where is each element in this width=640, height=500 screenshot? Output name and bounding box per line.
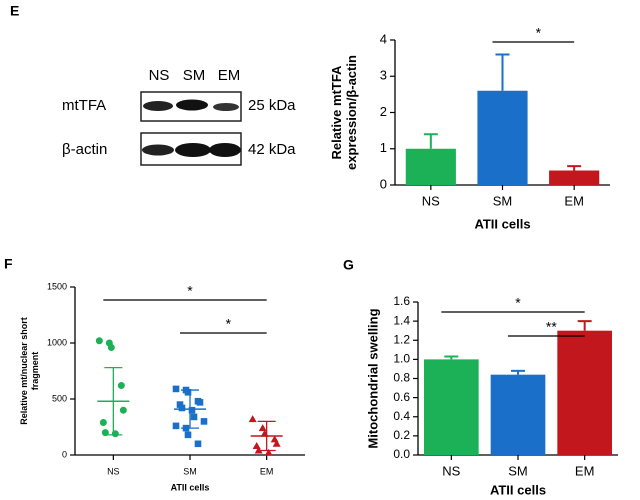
data-point [184, 388, 192, 396]
data-point [95, 337, 103, 345]
blot-band [209, 143, 241, 157]
blot-row-label: mtTFA [62, 97, 106, 114]
y-tick-label: 0.6 [393, 390, 410, 404]
x-tick-label: NS [422, 193, 440, 208]
y-tick-label: 0 [380, 176, 387, 191]
y-axis-label: expression/β-actin [344, 55, 359, 170]
data-point [264, 448, 273, 456]
data-point [176, 401, 184, 408]
data-point [190, 413, 198, 421]
blot-band [175, 143, 211, 157]
y-axis-label: Mitochondrial swelling [365, 308, 380, 448]
y-tick-label: 0 [62, 449, 67, 459]
significance-label: ** [546, 319, 557, 335]
bar [549, 170, 600, 185]
bar [490, 374, 546, 455]
data-point [248, 415, 257, 423]
significance-label: * [515, 295, 521, 311]
y-tick-label: 1.6 [393, 294, 410, 308]
panel-label: E [10, 3, 19, 19]
blot-size: 42 kDa [248, 141, 296, 158]
bar [557, 330, 612, 455]
panel-label: F [4, 256, 13, 272]
data-point [172, 385, 180, 393]
x-tick-label: SM [508, 463, 528, 478]
x-axis-label: ATII cells [474, 216, 530, 231]
blot-band [142, 144, 174, 156]
y-tick-label: 1.2 [393, 332, 410, 346]
panel-label: G [343, 257, 354, 273]
data-point [119, 406, 127, 414]
y-tick-label: 0.4 [393, 409, 410, 423]
x-axis-label: ATII cells [490, 482, 546, 497]
x-tick-label: NS [107, 466, 120, 476]
data-point [117, 382, 125, 390]
x-tick-label: EM [564, 193, 584, 208]
data-point [196, 399, 204, 406]
significance-label: * [187, 283, 193, 299]
y-tick-label: 0.0 [393, 447, 410, 461]
y-tick-label: 1500 [47, 281, 67, 291]
lane-label: SM [183, 67, 206, 84]
y-tick-label: 0.2 [393, 428, 410, 442]
x-tick-label: SM [183, 466, 197, 476]
blot-band [143, 101, 173, 111]
y-axis-label: Relative mtTFA [329, 65, 344, 160]
y-axis-label: Relative mt/nuclear short [19, 317, 29, 425]
y-tick-label: 2 [380, 104, 387, 119]
bar [424, 359, 479, 455]
y-tick-label: 1000 [47, 337, 67, 347]
lane-label: NS [149, 67, 170, 84]
lane-label: EM [218, 67, 241, 84]
bar [477, 90, 528, 185]
data-point [200, 418, 208, 425]
y-tick-label: 4 [380, 31, 387, 46]
y-tick-label: 1 [380, 140, 387, 155]
y-tick-label: 0.8 [393, 371, 410, 385]
x-tick-label: NS [442, 463, 460, 478]
y-tick-label: 3 [380, 68, 387, 83]
data-point [272, 439, 281, 447]
data-point [107, 343, 115, 351]
bar [405, 148, 456, 185]
y-tick-label: 1.4 [393, 313, 410, 327]
y-axis-label: fragment [30, 352, 40, 391]
x-tick-label: EM [575, 463, 595, 478]
data-point [194, 440, 202, 448]
x-tick-label: EM [260, 466, 274, 476]
y-tick-label: 1.0 [393, 352, 410, 366]
blot-size: 25 kDa [248, 97, 296, 114]
blot-band [213, 103, 239, 111]
data-point [99, 419, 107, 427]
x-tick-label: SM [493, 193, 513, 208]
data-point [184, 431, 192, 439]
data-point [172, 422, 180, 430]
data-point [178, 404, 186, 412]
x-axis-label: ATII cells [171, 482, 210, 492]
blot-row-label: β-actin [62, 141, 107, 158]
significance-label: * [226, 316, 232, 332]
significance-label: * [536, 25, 542, 41]
data-point [188, 406, 196, 414]
y-tick-label: 500 [52, 393, 67, 403]
blot-band [176, 99, 208, 111]
data-point [258, 424, 267, 432]
